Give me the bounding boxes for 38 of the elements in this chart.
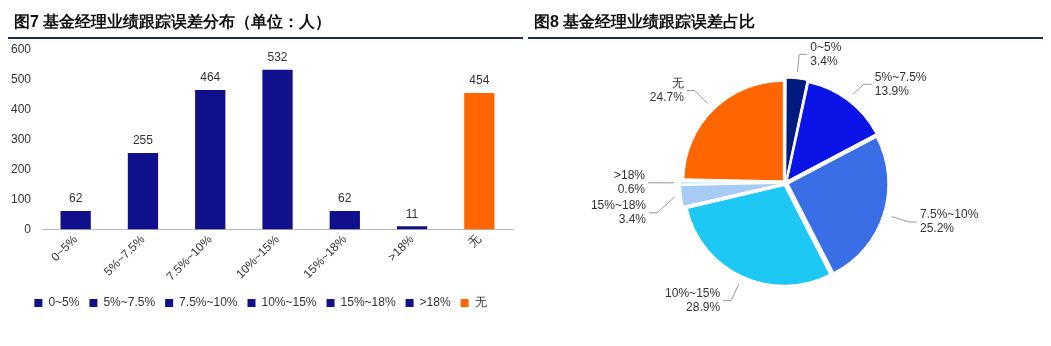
y-tick-label: 100 [10, 191, 32, 206]
legend-label: 15%~18% [340, 295, 396, 310]
y-tick-label: 600 [10, 41, 32, 56]
data-label: 532 [267, 49, 288, 64]
x-tick-label: 无 [465, 232, 484, 251]
y-tick-label: 200 [10, 161, 32, 176]
data-label: 13.9% [874, 83, 910, 98]
data-label: 62 [68, 191, 83, 206]
data-label: 255 [132, 133, 154, 148]
slice-label: 7.5%~10% [919, 207, 979, 222]
y-tick-label: 400 [10, 101, 32, 116]
slice-label: 10%~15% [665, 285, 721, 300]
legend-label: >18% [419, 295, 451, 310]
slice-label: 15%~18% [590, 198, 647, 213]
data-label: 25.2% [919, 221, 955, 236]
legend-label: 7.5%~10% [179, 295, 238, 310]
data-label: 3.4% [810, 53, 838, 68]
slice-label: 0~5% [810, 39, 842, 54]
y-tick-label: 300 [10, 131, 32, 146]
legend-label: 无 [474, 295, 487, 310]
data-label: 464 [200, 70, 221, 85]
data-label: 454 [469, 73, 490, 88]
y-tick-label: 0 [24, 221, 32, 236]
legend-label: 5%~7.5% [103, 295, 156, 310]
chart-title: 图7 基金经理业绩跟踪误差分布（单位：人） [8, 8, 523, 39]
data-label: 62 [338, 191, 352, 206]
y-tick-label: 500 [10, 71, 32, 86]
data-label: 3.4% [618, 212, 647, 227]
data-label: 24.7% [649, 89, 685, 104]
legend-label: 10%~15% [261, 295, 317, 310]
slice-label: 无 [671, 75, 684, 90]
slice-label: 5%~7.5% [874, 69, 927, 84]
legend-label: 0~5% [48, 295, 80, 310]
slice-label: >18% [613, 168, 646, 183]
data-label: 11 [405, 206, 419, 221]
chart-title: 图8 基金经理业绩跟踪误差占比 [528, 8, 1043, 39]
data-label: 0.6% [617, 182, 646, 197]
data-label: 28.9% [686, 299, 721, 314]
